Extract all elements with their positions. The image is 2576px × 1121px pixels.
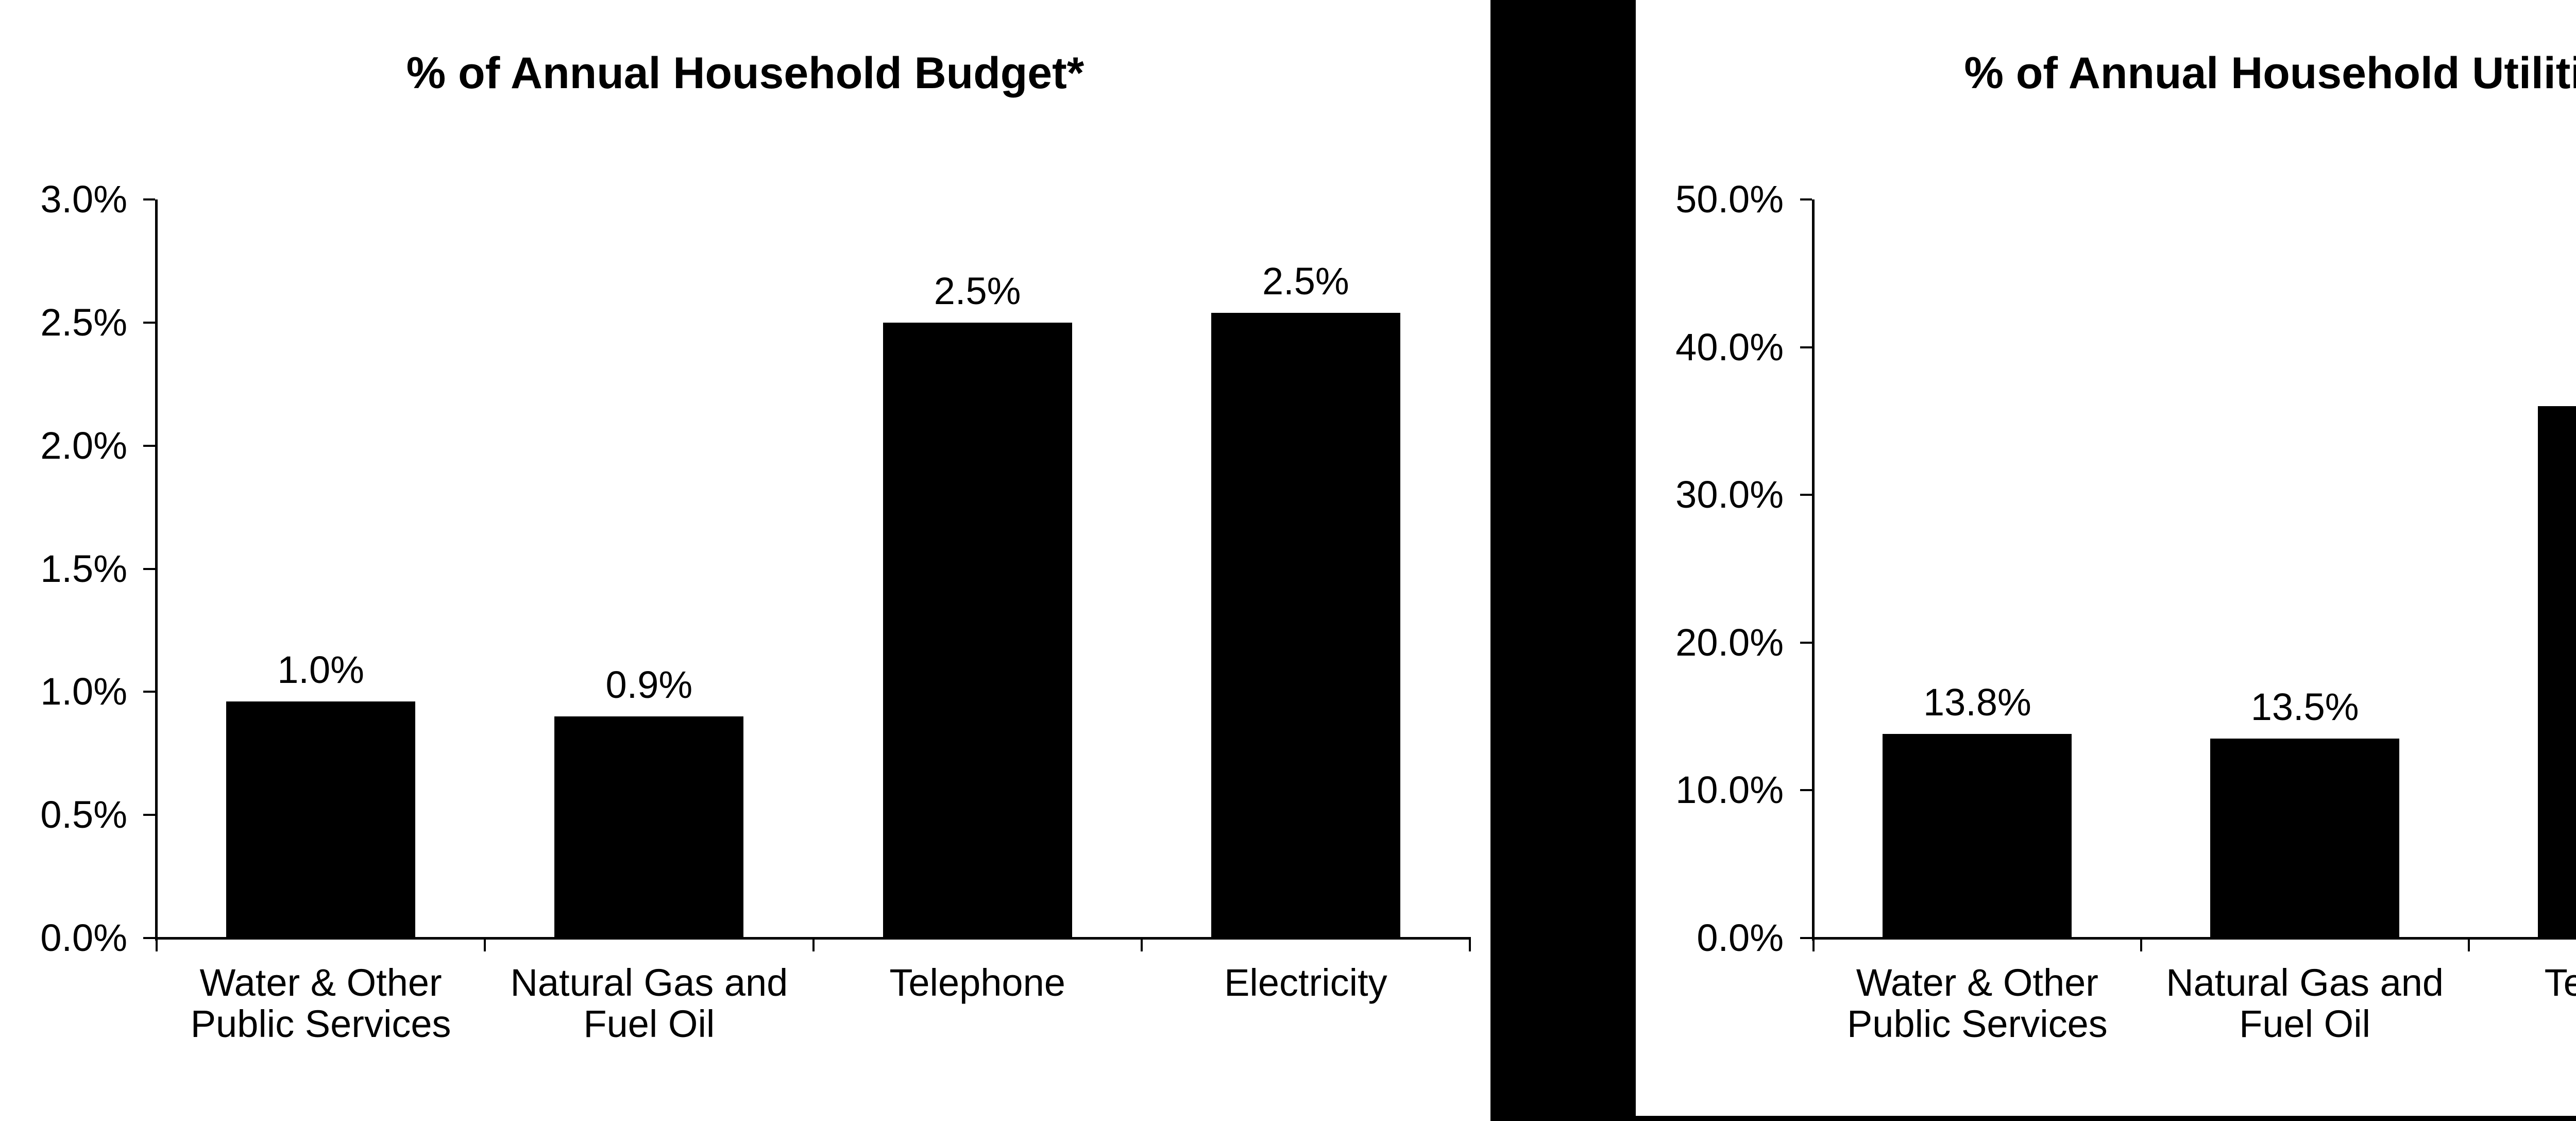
bar: [226, 701, 416, 938]
bottom-border-strip: [1636, 1116, 2576, 1121]
category-label: Water & Other Public Services: [190, 961, 451, 1045]
y-tick-label: 0.5%: [40, 793, 127, 836]
y-tick-label: 20.0%: [1675, 621, 1784, 664]
category-label: Water & Other Public Services: [1846, 961, 2108, 1045]
bar: [2537, 406, 2576, 938]
y-tick: [1800, 937, 1812, 939]
category-label: Natural Gas and Fuel Oil: [510, 961, 788, 1045]
y-tick: [1800, 641, 1812, 644]
y-tick-label: 30.0%: [1675, 473, 1784, 516]
right-chart: % of Annual Household Utilities Budget* …: [1636, 0, 2576, 1121]
bar: [883, 322, 1072, 938]
y-tick-label: 0.0%: [40, 916, 127, 959]
y-tick: [143, 198, 155, 200]
chart-title: % of Annual Household Budget*: [406, 48, 1084, 98]
x-tick: [1140, 940, 1143, 951]
bar: [1211, 312, 1400, 938]
y-tick-label: 10.0%: [1675, 768, 1784, 812]
y-tick: [143, 567, 155, 570]
bar: [2210, 739, 2400, 938]
y-tick: [1800, 346, 1812, 348]
x-tick: [1469, 940, 1471, 951]
x-tick: [1812, 940, 1815, 951]
left-chart: % of Annual Household Budget* 3.0% 2.5% 2.…: [40, 48, 1471, 1045]
y-tick: [143, 937, 155, 939]
y-tick: [1800, 198, 1812, 200]
y-tick: [143, 691, 155, 693]
x-axis: [1812, 937, 2576, 940]
y-tick-label: 3.0%: [40, 178, 127, 221]
y-tick-label: 40.0%: [1675, 325, 1784, 369]
bar: [554, 716, 744, 938]
x-tick: [2140, 940, 2142, 951]
chart-title: % of Annual Household Utilities Budget*: [1964, 48, 2576, 98]
bar-value-label: 0.9%: [605, 663, 693, 707]
y-tick-label: 0.0%: [1697, 916, 1784, 959]
bar-value-label: 2.5%: [934, 269, 1021, 312]
x-tick: [2467, 940, 2470, 951]
category-label: Natural Gas and Fuel Oil: [2166, 961, 2444, 1045]
x-axis: [155, 937, 1471, 940]
y-axis: [155, 199, 158, 941]
y-tick-label: 1.0%: [40, 670, 127, 713]
y-tick-label: 2.5%: [40, 300, 127, 344]
y-tick: [143, 321, 155, 324]
bar: [1883, 734, 2072, 938]
y-tick-label: 1.5%: [40, 547, 127, 590]
y-tick: [143, 814, 155, 816]
x-tick: [156, 940, 158, 951]
x-tick: [812, 940, 815, 951]
category-label: Electricity: [1224, 961, 1387, 1004]
bar-value-label: 13.5%: [2250, 685, 2359, 729]
bar-value-label: 13.8%: [1923, 681, 2031, 724]
y-tick: [1800, 494, 1812, 496]
y-tick: [1800, 789, 1812, 792]
y-axis: [1812, 199, 1815, 941]
bar-value-label: 36.0%: [2503, 356, 2576, 394]
category-label: Telephone: [889, 961, 1065, 1004]
y-tick-label: 50.0%: [1675, 178, 1784, 221]
y-tick-label: 2.0%: [40, 424, 127, 467]
x-tick: [484, 940, 486, 951]
category-label: Telephone: [2544, 961, 2576, 1004]
vertical-divider-bar: [1490, 0, 1636, 1121]
y-tick: [143, 444, 155, 447]
bar-value-label: 1.0%: [277, 648, 364, 692]
bar-value-label: 2.5%: [1262, 259, 1349, 303]
